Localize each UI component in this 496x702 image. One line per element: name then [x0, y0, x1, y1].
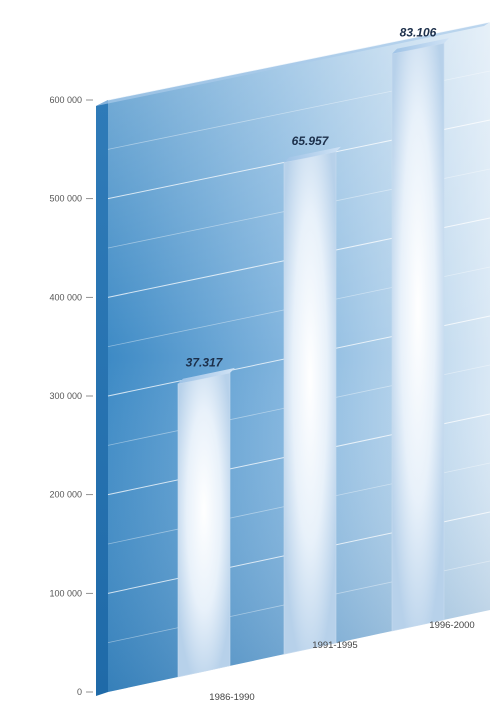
y-tick-label: 200 000 — [49, 490, 82, 500]
bar-top — [392, 38, 449, 54]
bar-top — [178, 367, 235, 384]
y-tick-label: 300 000 — [49, 391, 82, 401]
bar-top — [284, 146, 341, 163]
value-labels: 37.317 65.957 83.106 — [186, 25, 437, 369]
x-tick-label: 1996-2000 — [429, 620, 474, 631]
y-tick-label: 500 000 — [49, 194, 82, 204]
data-label: 83.106 — [400, 25, 437, 39]
bars — [177, 38, 449, 678]
bar — [177, 372, 231, 678]
y-tick-label: 600 000 — [49, 95, 82, 105]
x-tick-label: 1986-1990 — [209, 692, 254, 702]
data-label: 65.957 — [292, 134, 330, 148]
data-label: 37.317 — [186, 355, 224, 369]
bar — [391, 42, 445, 632]
x-tick-label: 1991-1995 — [312, 640, 357, 651]
x-axis: 1986-1990 1991-1995 1996-2000 — [209, 620, 474, 702]
wall-top-edge — [96, 22, 490, 106]
y-tick-label: 100 000 — [49, 588, 82, 598]
y-axis: 0 100 000 200 000 300 000 400 000 500 000 600 … — [49, 95, 93, 697]
y-tick-label: 0 — [77, 687, 82, 697]
gridline — [107, 21, 491, 101]
wall-edge — [96, 100, 108, 696]
y-tick-label: 400 000 — [49, 292, 82, 302]
bar — [283, 151, 337, 655]
